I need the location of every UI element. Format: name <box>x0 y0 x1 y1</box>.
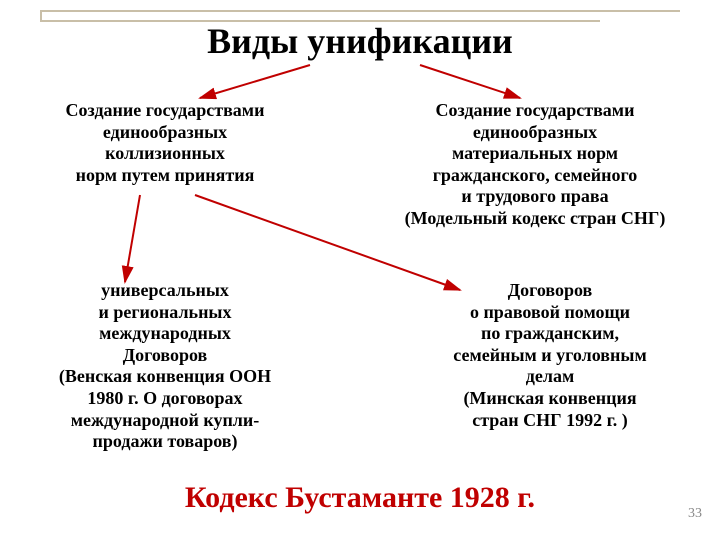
page-number: 33 <box>688 506 702 522</box>
footer-heading: Кодекс Бустаманте 1928 г. <box>0 481 720 515</box>
block-left-top: Создание государствами единообразных кол… <box>30 100 300 186</box>
arrow-layer <box>0 0 720 540</box>
block-left-bottom: универсальных и региональных международн… <box>30 280 300 453</box>
slide-title: Виды унификации <box>0 20 720 62</box>
block-right-top: Создание государствами единообразных мат… <box>370 100 700 230</box>
block-right-bottom: Договоров о правовой помощи по гражданск… <box>400 280 700 431</box>
arrow <box>420 65 520 98</box>
arrow <box>125 195 140 282</box>
decorative-rule-top <box>40 10 680 12</box>
arrow <box>200 65 310 98</box>
